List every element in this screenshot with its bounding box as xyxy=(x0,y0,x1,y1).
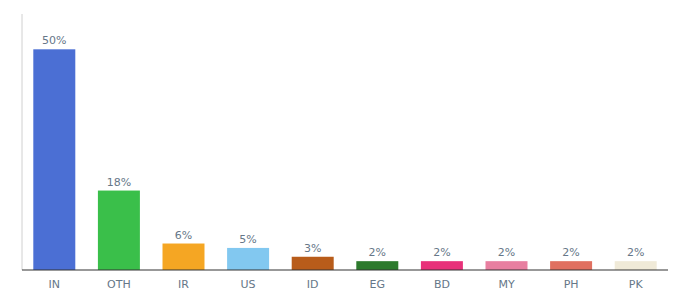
data-label: 6% xyxy=(175,229,192,242)
data-label: 2% xyxy=(433,246,450,259)
bar xyxy=(98,191,140,270)
bar xyxy=(486,261,528,270)
chart: 50% 18% 6% 5% 3% 2% 2% 2% 2% 2% IN OTH IR US ID EG BD MY P… xyxy=(0,0,680,300)
data-label: 5% xyxy=(239,233,256,246)
x-tick-label: PH xyxy=(564,278,579,291)
data-label: 2% xyxy=(627,246,644,259)
data-label: 2% xyxy=(562,246,579,259)
bar xyxy=(163,244,205,270)
chart-container: 50% 18% 6% 5% 3% 2% 2% 2% 2% 2% IN OTH IR US ID EG BD MY P… xyxy=(0,0,680,300)
x-tick-label: EG xyxy=(370,278,385,291)
x-tick-label: OTH xyxy=(107,278,131,291)
bar xyxy=(227,248,269,270)
x-tick-label: US xyxy=(241,278,256,291)
data-label: 50% xyxy=(42,34,66,47)
bar xyxy=(356,261,398,270)
x-tick-label: BD xyxy=(434,278,450,291)
bar xyxy=(421,261,463,270)
bar xyxy=(33,49,75,270)
y-axis-line xyxy=(22,14,23,270)
x-axis-line xyxy=(22,269,668,270)
data-label: 18% xyxy=(107,176,131,189)
x-tick-label: ID xyxy=(307,278,319,291)
x-tick-label: PK xyxy=(629,278,644,291)
data-label: 3% xyxy=(304,242,321,255)
bar xyxy=(292,257,334,270)
x-tick-label: IN xyxy=(49,278,60,291)
bar xyxy=(615,261,657,270)
data-label: 2% xyxy=(369,246,386,259)
data-label: 2% xyxy=(498,246,515,259)
x-tick-label: MY xyxy=(498,278,514,291)
x-tick-label: IR xyxy=(178,278,189,291)
bar xyxy=(550,261,592,270)
bars xyxy=(33,49,656,270)
